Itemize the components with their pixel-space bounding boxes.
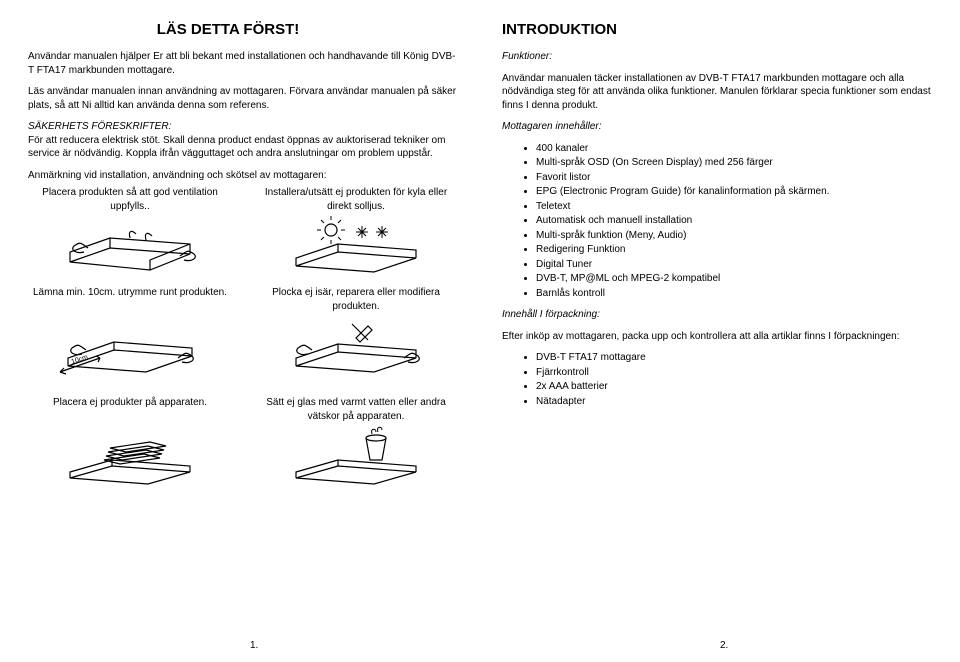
safety-heading: SÄKERHETS FÖRESKRIFTER: xyxy=(28,121,171,132)
page-number-right: 2. xyxy=(720,639,728,653)
pkg-item: Nätadapter xyxy=(536,395,932,409)
install-illus-4 xyxy=(276,316,436,380)
install-cap-1: Placera produkten så att god ventilation… xyxy=(28,186,232,214)
page-number-left: 1. xyxy=(250,639,258,653)
no-sun-cold-icon xyxy=(276,216,436,280)
pkg-body: Efter inköp av mottagaren, packa upp och… xyxy=(502,330,932,344)
feature-item: Teletext xyxy=(536,200,932,214)
install-cap-4: Plocka ej isär, reparera eller modifiera… xyxy=(254,286,458,314)
install-illus-1 xyxy=(50,216,210,280)
install-cap-2: Installera/utsätt ej produkten för kyla … xyxy=(254,186,458,214)
install-illus-3: 10cm xyxy=(50,316,210,380)
install-illus-5 xyxy=(50,426,210,490)
pkg-list: DVB-T FTA17 mottagare Fjärrkontroll 2x A… xyxy=(502,351,932,408)
left-intro-2: Läs användar manualen innan användning a… xyxy=(28,85,458,112)
no-disassemble-icon xyxy=(276,316,436,380)
left-title: LÄS DETTA FÖRST! xyxy=(0,20,458,40)
pkg-heading: Innehåll I förpackning: xyxy=(502,308,932,322)
feature-item: 400 kanaler xyxy=(536,142,932,156)
feature-item: Redigering Funktion xyxy=(536,243,932,257)
feature-item: Multi-språk OSD (On Screen Display) med … xyxy=(536,156,932,170)
install-note: Anmärkning vid installation, användning … xyxy=(28,169,458,183)
install-cell-4: Plocka ej isär, reparera eller modifiera… xyxy=(254,286,458,380)
install-cell-1: Placera produkten så att god ventilation… xyxy=(28,186,232,280)
ventilation-icon xyxy=(50,216,210,280)
left-intro-1: Användar manualen hjälper Er att bli bek… xyxy=(28,50,458,77)
install-cell-2: Installera/utsätt ej produkten för kyla … xyxy=(254,186,458,280)
left-column: LÄS DETTA FÖRST! Användar manualen hjälp… xyxy=(28,20,458,490)
install-cap-5: Placera ej produkter på apparaten. xyxy=(28,396,232,424)
no-liquid-icon xyxy=(276,426,436,490)
pkg-item: Fjärrkontroll xyxy=(536,366,932,380)
func-body: Användar manualen täcker installationen … xyxy=(502,72,932,113)
feature-item: DVB-T, MP@ML och MPEG-2 kompatibel xyxy=(536,272,932,286)
safety-body: För att reducera elektrisk stöt. Skall d… xyxy=(28,135,445,160)
feature-list: 400 kanaler Multi-språk OSD (On Screen D… xyxy=(502,142,932,301)
install-cap-6: Sätt ej glas med varmt vatten eller andr… xyxy=(254,396,458,424)
feature-item: Digital Tuner xyxy=(536,258,932,272)
no-stack-icon xyxy=(50,426,210,490)
func-heading: Funktioner: xyxy=(502,50,932,64)
clearance-icon: 10cm xyxy=(50,316,210,380)
install-grid: Placera produkten så att god ventilation… xyxy=(28,186,458,490)
feature-item: Automatisk och manuell installation xyxy=(536,214,932,228)
contains-heading: Mottagaren innehåller: xyxy=(502,120,932,134)
feature-item: EPG (Electronic Program Guide) för kanal… xyxy=(536,185,932,199)
install-cell-6: Sätt ej glas med varmt vatten eller andr… xyxy=(254,396,458,490)
pkg-item: DVB-T FTA17 mottagare xyxy=(536,351,932,365)
install-illus-6 xyxy=(276,426,436,490)
install-illus-2 xyxy=(276,216,436,280)
feature-item: Multi-språk funktion (Meny, Audio) xyxy=(536,229,932,243)
page-columns: LÄS DETTA FÖRST! Användar manualen hjälp… xyxy=(28,20,932,490)
install-cell-3: Lämna min. 10cm. utrymme runt produkten.… xyxy=(28,286,232,380)
install-cell-5: Placera ej produkter på apparaten. xyxy=(28,396,232,490)
feature-item: Favorit listor xyxy=(536,171,932,185)
right-column: INTRODUKTION Funktioner: Användar manual… xyxy=(502,20,932,490)
right-title: INTRODUKTION xyxy=(502,20,932,40)
feature-item: Barnlås kontroll xyxy=(536,287,932,301)
pkg-item: 2x AAA batterier xyxy=(536,380,932,394)
install-cap-3: Lämna min. 10cm. utrymme runt produkten. xyxy=(28,286,232,314)
safety-section: SÄKERHETS FÖRESKRIFTER: För att reducera… xyxy=(28,120,458,161)
